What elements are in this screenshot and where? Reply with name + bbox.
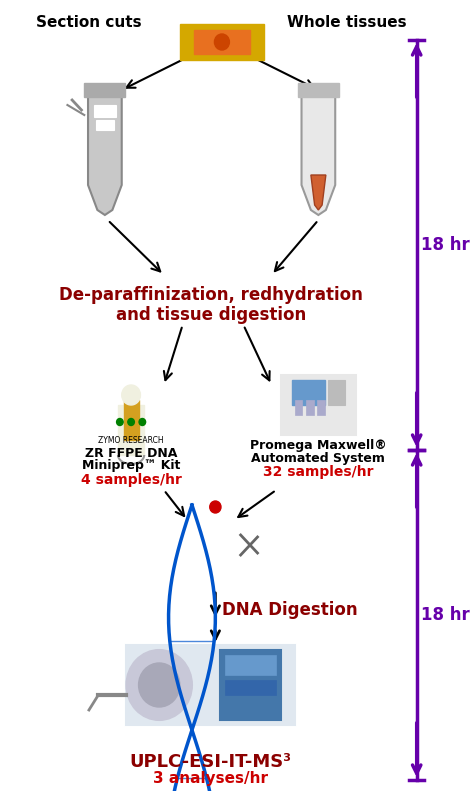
Bar: [281, 375, 356, 435]
Circle shape: [138, 663, 180, 707]
Text: 18 hr: 18 hr: [421, 606, 470, 624]
Text: UPLC-ESI-IT-MS³: UPLC-ESI-IT-MS³: [130, 753, 292, 771]
Text: Section cuts: Section cuts: [36, 14, 142, 29]
Bar: [94, 105, 116, 117]
Bar: [225, 655, 276, 675]
Text: 3 analyses/hr: 3 analyses/hr: [153, 770, 268, 785]
Text: Miniprep™ Kit: Miniprep™ Kit: [82, 459, 180, 471]
Text: 4 samples/hr: 4 samples/hr: [81, 473, 182, 487]
Bar: [118, 405, 144, 455]
Text: ZR FFPE DNA: ZR FFPE DNA: [85, 446, 177, 460]
Bar: [292, 380, 325, 405]
Bar: [84, 83, 126, 97]
Circle shape: [210, 501, 221, 513]
Bar: [96, 120, 114, 130]
Bar: [318, 400, 325, 415]
Text: Whole tissues: Whole tissues: [287, 14, 406, 29]
Polygon shape: [301, 95, 335, 215]
Circle shape: [122, 385, 140, 405]
Polygon shape: [88, 95, 122, 215]
Bar: [306, 400, 314, 415]
Polygon shape: [311, 175, 326, 210]
Circle shape: [117, 418, 123, 426]
Bar: [124, 400, 138, 440]
Bar: [180, 24, 264, 60]
Text: Automated System: Automated System: [251, 452, 385, 464]
Text: 32 samples/hr: 32 samples/hr: [263, 465, 374, 479]
Text: 18 hr: 18 hr: [421, 236, 470, 254]
Text: ZYMO RESEARCH: ZYMO RESEARCH: [98, 436, 164, 445]
Bar: [328, 380, 345, 405]
Circle shape: [127, 650, 192, 720]
Bar: [225, 680, 276, 695]
Circle shape: [128, 418, 134, 426]
Bar: [194, 30, 250, 54]
Circle shape: [139, 418, 146, 426]
Text: De-paraffinization, redhydration
and tissue digestion: De-paraffinization, redhydration and tis…: [59, 286, 363, 324]
Bar: [220, 650, 281, 720]
Text: DNA Digestion: DNA Digestion: [222, 601, 358, 619]
Circle shape: [214, 34, 229, 50]
Bar: [295, 400, 302, 415]
Bar: [127, 645, 295, 725]
Bar: [298, 83, 339, 97]
Text: Promega Maxwell®: Promega Maxwell®: [250, 438, 387, 452]
